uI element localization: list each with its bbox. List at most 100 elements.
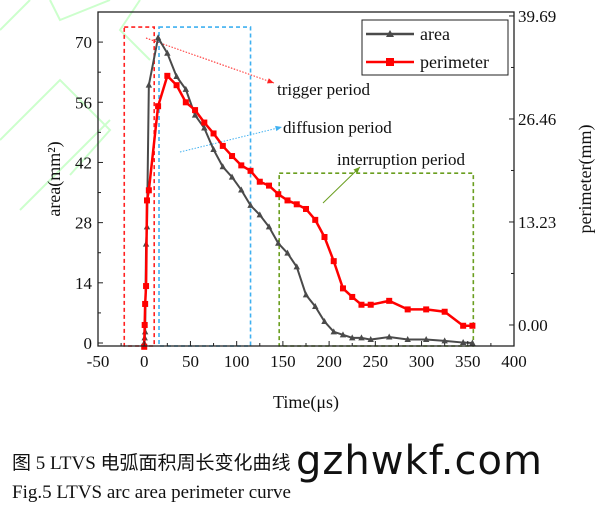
data-point-area [265,223,273,230]
x-tick-label: 400 [501,352,527,371]
y-left-axis-label: area(mm²) [44,141,65,216]
x-tick-label: 150 [270,352,296,371]
caption-english: Fig.5 LTVS arc area perimeter curve [12,482,291,503]
data-point-area [191,111,199,118]
data-point-area [386,333,393,340]
data-point-perimeter [312,216,319,223]
y-left-tick-label: 28 [75,214,92,233]
triangle-marker-icon [386,30,394,37]
data-point-perimeter [142,300,149,307]
data-point-area [404,336,411,343]
watermark-lines [0,0,151,211]
y-left-tick-label: 14 [75,274,93,293]
arrow-head-icon [267,78,274,84]
series-line-perimeter [142,73,473,347]
data-point-perimeter [141,343,148,350]
data-point-perimeter [266,182,273,189]
data-point-perimeter [321,234,328,241]
data-point-area [238,186,245,193]
data-point-perimeter [349,293,356,300]
data-point-area [469,339,476,346]
data-point-area [284,249,291,256]
data-point-area [201,124,208,131]
data-point-area [164,49,171,56]
data-point-perimeter [143,283,150,290]
data-point-area [312,302,319,309]
x-tick-label: 350 [455,352,481,371]
x-tick-label: 100 [224,352,250,371]
region-box-1 [158,26,252,347]
x-tick-label: 200 [316,352,342,371]
annotation-arrow-line-1 [179,126,283,153]
y-right-tick-label: 26.46 [518,110,556,129]
data-point-perimeter [182,99,189,106]
data-point-perimeter [441,308,448,315]
data-point-perimeter [155,103,162,110]
data-point-area [321,317,328,324]
data-point-area [441,337,448,344]
annotation-label-1: diffusion period [283,118,392,137]
data-point-perimeter [238,162,245,169]
x-axis-label: Time(μs) [273,392,339,413]
data-point-perimeter [143,197,150,204]
region-box-0 [123,26,156,347]
data-point-perimeter [330,258,337,265]
data-point-area [173,72,180,79]
data-point-perimeter [219,142,226,149]
data-point-area [293,263,300,270]
data-point-perimeter [367,301,374,308]
x-tick-label: -50 [87,352,110,371]
data-point-perimeter [164,72,171,79]
data-point-perimeter [284,197,291,204]
data-point-area [422,336,430,343]
region-box-2 [278,172,475,347]
data-point-area [339,331,347,338]
data-point-perimeter [201,119,208,126]
data-point-area [256,211,263,218]
x-tick-label: 300 [409,352,435,371]
data-point-area [275,239,282,246]
y-left-tick-label: 42 [75,153,92,172]
square-marker-icon [386,58,394,66]
data-point-perimeter [210,130,217,137]
y-right-tick-label: 13.23 [518,213,556,232]
data-point-perimeter [275,191,282,198]
caption-chinese: 图 5 LTVS 电弧面积周长变化曲线 [12,453,291,474]
x-tick-label: 250 [363,352,389,371]
data-point-perimeter [460,322,467,329]
arrow-head-icon [353,167,360,174]
data-point-perimeter [247,167,254,174]
data-point-area [247,201,254,208]
data-point-perimeter [173,82,180,89]
data-point-area [358,334,365,341]
arrow-head-icon [275,125,282,132]
y-left-tick-label: 56 [75,93,92,112]
data-point-perimeter [293,201,300,208]
data-point-perimeter [469,322,476,329]
data-point-perimeter [145,187,152,194]
data-point-perimeter [386,297,393,304]
data-point-perimeter [229,153,236,160]
data-point-area [219,163,226,170]
data-point-perimeter [303,205,309,212]
y-left-tick-label: 0 [84,334,93,353]
data-point-perimeter [256,178,263,185]
x-tick-label: 50 [182,352,199,371]
data-point-area [367,336,374,343]
data-point-perimeter [358,301,365,308]
x-tick-label: 0 [140,352,149,371]
annotation-label-2: interruption period [337,150,465,169]
legend-label-area: area [420,24,450,44]
data-point-area [145,81,153,88]
annotation-label-0: trigger period [277,80,370,99]
data-point-perimeter [404,306,411,313]
y-right-tick-label: 0.00 [518,316,548,335]
y-right-tick-label: 39.69 [518,7,556,26]
data-point-area [330,328,337,335]
y-left-tick-label: 70 [75,33,92,52]
watermark: gzhwkf.com [296,438,543,484]
data-point-area [182,85,190,92]
legend-label-perimeter: perimeter [420,52,489,72]
data-point-perimeter [339,285,346,292]
